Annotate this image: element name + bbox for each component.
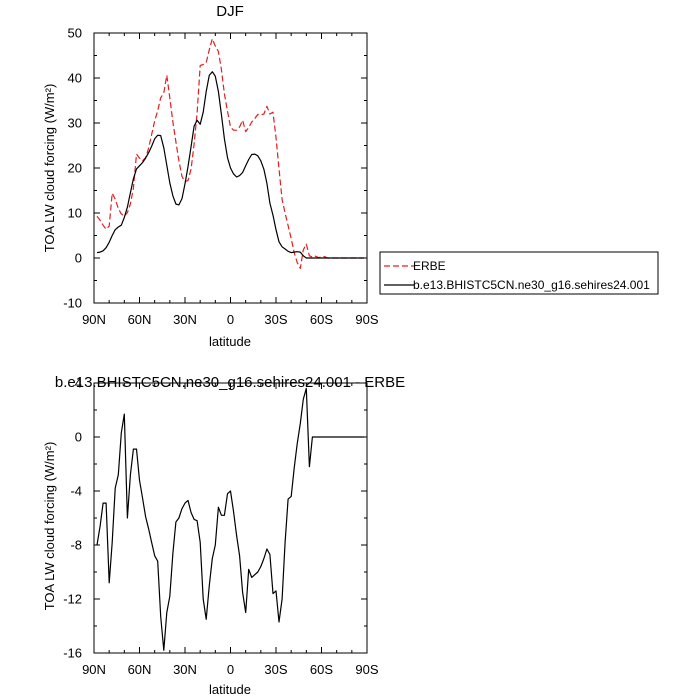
bottom-x-tick-label: 60S	[310, 662, 333, 677]
top-x-tick-label: 30S	[264, 312, 287, 327]
top-y-tick-label: 50	[68, 26, 82, 41]
bottom-series-line-difference	[96, 387, 364, 651]
bottom-chart-y-axis-label: TOA LW cloud forcing (W/m²)	[42, 442, 57, 611]
bottom-plot-frame	[93, 382, 368, 654]
bottom-x-tick-label: 0	[227, 662, 234, 677]
top-y-tick-label: 10	[68, 206, 82, 221]
legend-label-erbe: ERBE	[413, 259, 446, 273]
bottom-x-tick-label: 30S	[264, 662, 287, 677]
bottom-y-tick-label: 0	[75, 430, 82, 445]
legend-box	[379, 251, 659, 295]
top-chart-plot-area: 90N 60N 30N 0 30S 60S 90S -10 0 10 20 30 40 50	[63, 26, 379, 328]
legend-label-model: b.e13.BHISTC5CN.ne30_g16.sehires24.001	[413, 278, 650, 292]
top-y-tick-label: 20	[68, 161, 82, 176]
top-x-tick-label: 60N	[128, 312, 152, 327]
legend: ERBE b.e13.BHISTC5CN.ne30_g16.sehires24.…	[379, 251, 659, 295]
bottom-x-tick-label: 90N	[82, 662, 106, 677]
bottom-y-tick-label: 4	[75, 376, 82, 391]
bottom-y-tick-label: -8	[70, 538, 82, 553]
top-chart-title: DJF	[216, 3, 244, 20]
top-y-tick-label: -10	[63, 296, 82, 311]
top-x-tick-label: 90S	[355, 312, 378, 327]
bottom-chart-x-axis-label: latitude	[209, 682, 251, 697]
top-chart-y-axis-label: TOA LW cloud forcing (W/m²)	[42, 84, 57, 253]
bottom-y-tick-label: -16	[63, 646, 82, 661]
top-x-tick-label: 60S	[310, 312, 333, 327]
top-chart-x-axis-label: latitude	[209, 334, 251, 349]
top-y-tick-label: 40	[68, 71, 82, 86]
bottom-chart: b.e13.BHISTC5CN.ne30_g16.sehires24.001 -…	[42, 374, 405, 697]
bottom-x-tick-label: 30N	[173, 662, 197, 677]
bottom-chart-plot-area: 90N 60N 30N 0 30S 60S 90S -16 -12 -8 -4 0 4	[63, 376, 379, 678]
bottom-x-tick-label: 90S	[355, 662, 378, 677]
bottom-x-tick-label: 60N	[128, 662, 152, 677]
top-x-tick-label: 90N	[82, 312, 106, 327]
bottom-y-tick-label: -4	[70, 484, 82, 499]
top-series-line-model	[96, 71, 364, 259]
top-y-tick-label: 30	[68, 116, 82, 131]
top-x-tick-label: 30N	[173, 312, 197, 327]
top-y-tick-label: 0	[75, 251, 82, 266]
bottom-y-tick-label: -12	[63, 592, 82, 607]
top-series-line-erbe	[96, 38, 364, 269]
top-x-tick-label: 0	[227, 312, 234, 327]
top-chart: DJF 90N 60N 30N 0 30S 60S 90S -10 0 10 20 30 40 50 la…	[42, 3, 659, 349]
